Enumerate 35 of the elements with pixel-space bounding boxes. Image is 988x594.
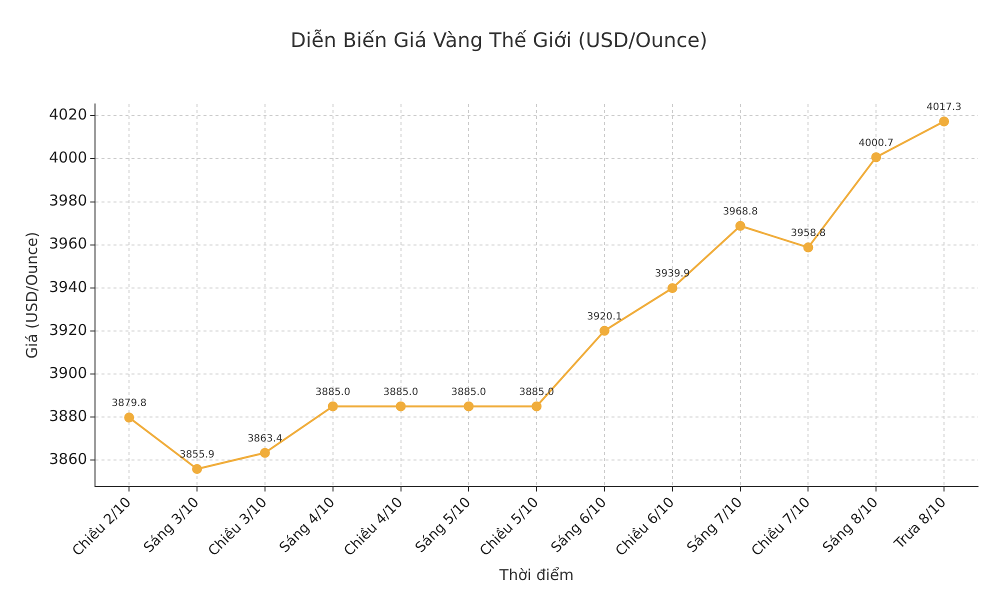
y-tick-label: 3900 xyxy=(48,364,88,382)
y-tick-label: 3980 xyxy=(48,192,88,210)
point xyxy=(735,220,746,231)
y-tick-label: 4000 xyxy=(48,148,88,167)
chart-title: Diễn Biến Giá Vàng Thế Giới (USD/Ounce) xyxy=(290,28,708,52)
point xyxy=(532,401,542,412)
data-label: 3885.0 xyxy=(315,386,350,398)
data-label: 3885.0 xyxy=(383,386,418,398)
point xyxy=(124,412,134,423)
point xyxy=(260,448,270,458)
point xyxy=(599,326,610,336)
point xyxy=(192,464,202,474)
y-axis-title: Giá (USD/Ounce) xyxy=(22,232,41,359)
y-tick-label: 3880 xyxy=(48,406,88,425)
data-label: 3879.8 xyxy=(112,398,147,410)
data-label: 3855.9 xyxy=(180,450,215,461)
data-label: 3863.4 xyxy=(247,433,282,444)
point xyxy=(871,152,882,162)
point xyxy=(939,116,950,126)
y-tick-label: 4020 xyxy=(48,106,88,124)
x-axis-title: Thời điểm xyxy=(498,566,574,584)
y-tick-label: 3860 xyxy=(48,450,88,468)
y-tick-label: 3960 xyxy=(48,234,88,253)
point xyxy=(667,283,678,294)
point xyxy=(803,242,814,252)
point xyxy=(464,401,474,412)
data-label: 4000.7 xyxy=(858,138,894,149)
y-tick-label: 3920 xyxy=(48,320,88,339)
point xyxy=(328,401,338,412)
data-label: 3920.1 xyxy=(586,311,622,322)
data-label: 3885.0 xyxy=(451,386,486,398)
data-label: 3968.8 xyxy=(722,206,758,218)
point xyxy=(396,401,406,412)
y-tick-label: 3940 xyxy=(48,278,88,296)
data-label: 4017.3 xyxy=(926,102,962,114)
